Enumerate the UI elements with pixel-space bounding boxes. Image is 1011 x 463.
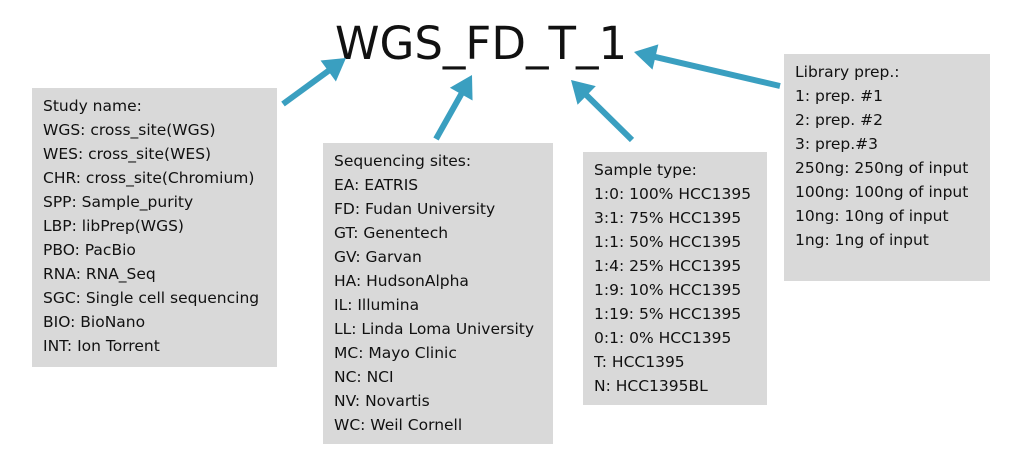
study-name-item: PBO: PacBio bbox=[43, 241, 136, 259]
sites-arrow bbox=[433, 75, 473, 141]
study-name-heading: Study name: bbox=[43, 97, 142, 115]
study-name-item: SPP: Sample_purity bbox=[43, 193, 194, 211]
sequencing-site-item: NV: Novartis bbox=[334, 392, 430, 410]
study-name-item: LBP: libPrep(WGS) bbox=[43, 217, 184, 235]
library-arrow bbox=[634, 44, 781, 89]
sequencing-site-item: HA: HudsonAlpha bbox=[334, 272, 469, 290]
sequencing-site-item: IL: Illumina bbox=[334, 296, 420, 314]
sample-type-box: Sample type: 1:0: 100% HCC1395 3:1: 75% H… bbox=[583, 152, 767, 405]
library-prep-box: Library prep.: 1: prep. #1 2: prep. #2 3: … bbox=[784, 54, 990, 281]
sample-type-item: 1:1: 50% HCC1395 bbox=[594, 233, 742, 251]
library-prep-item: 2: prep. #2 bbox=[795, 111, 883, 129]
sample-arrow-shaft bbox=[583, 91, 635, 143]
study-name-item: WES: cross_site(WES) bbox=[43, 145, 212, 163]
study-name-list: WGS: cross_site(WGS) WES: cross_site(WES)… bbox=[43, 118, 267, 358]
sequencing-site-item: FD: Fudan University bbox=[334, 200, 496, 218]
library-prep-item: 100ng: 100ng of input bbox=[795, 183, 969, 201]
sample-type-item: N: HCC1395BL bbox=[594, 377, 708, 395]
library-prep-item: 3: prep.#3 bbox=[795, 135, 879, 153]
library-prep-heading: Library prep.: bbox=[795, 63, 900, 81]
sequencing-site-item: GT: Genentech bbox=[334, 224, 449, 242]
study-arrow bbox=[281, 58, 346, 107]
study-name-item: INT: Ion Torrent bbox=[43, 337, 160, 355]
sample-arrow-head bbox=[571, 80, 596, 105]
library-prep-item: 1ng: 1ng of input bbox=[795, 231, 929, 249]
sample-type-item: 0:1: 0% HCC1395 bbox=[594, 329, 732, 347]
sequencing-sites-box: Sequencing sites: EA: EATRIS FD: Fudan Un… bbox=[323, 143, 553, 444]
sample-type-item: 3:1: 75% HCC1395 bbox=[594, 209, 742, 227]
library-prep-item: 250ng: 250ng of input bbox=[795, 159, 969, 177]
sequencing-site-item: EA: EATRIS bbox=[334, 176, 419, 194]
sites-arrow-shaft bbox=[433, 90, 465, 141]
study-arrow-shaft bbox=[281, 67, 332, 107]
sequencing-site-item: WC: Weil Cornell bbox=[334, 416, 463, 434]
study-name-box: Study name: WGS: cross_site(WGS) WES: cro… bbox=[32, 88, 277, 367]
study-name-item: SGC: Single cell sequencing bbox=[43, 289, 260, 307]
study-name-item: WGS: cross_site(WGS) bbox=[43, 121, 216, 139]
study-name-item: BIO: BioNano bbox=[43, 313, 146, 331]
study-name-item: RNA: RNA_Seq bbox=[43, 265, 156, 283]
sample-type-item: 1:0: 100% HCC1395 bbox=[594, 185, 752, 203]
sequencing-site-item: MC: Mayo Clinic bbox=[334, 344, 457, 362]
library-arrow-head bbox=[634, 44, 659, 70]
study-name-item: CHR: cross_site(Chromium) bbox=[43, 169, 255, 187]
sequencing-site-item: LL: Linda Loma University bbox=[334, 320, 535, 338]
sequencing-sites-list: EA: EATRIS FD: Fudan University GT: Genent… bbox=[334, 173, 543, 437]
sample-type-item: 1:4: 25% HCC1395 bbox=[594, 257, 742, 275]
sample-type-item: T: HCC1395 bbox=[594, 353, 685, 371]
library-prep-item: 1: prep. #1 bbox=[795, 87, 883, 105]
sample-id-title: WGS_FD_T_1 bbox=[335, 17, 628, 70]
sequencing-site-item: GV: Garvan bbox=[334, 248, 422, 266]
sample-type-item: 1:9: 10% HCC1395 bbox=[594, 281, 742, 299]
sample-type-item: 1:19: 5% HCC1395 bbox=[594, 305, 742, 323]
sequencing-site-item: NC: NCI bbox=[334, 368, 394, 386]
sample-type-list: 1:0: 100% HCC1395 3:1: 75% HCC1395 1:1: 50… bbox=[594, 182, 757, 398]
library-prep-item: 10ng: 10ng of input bbox=[795, 207, 949, 225]
library-prep-list: 1: prep. #1 2: prep. #2 3: prep.#3 250ng: 2… bbox=[795, 84, 980, 252]
sequencing-sites-heading: Sequencing sites: bbox=[334, 152, 472, 170]
sites-arrow-head bbox=[449, 75, 473, 101]
sample-arrow bbox=[571, 80, 635, 143]
sample-type-heading: Sample type: bbox=[594, 161, 697, 179]
library-arrow-shaft bbox=[652, 53, 781, 89]
study-arrow-head bbox=[320, 58, 346, 82]
